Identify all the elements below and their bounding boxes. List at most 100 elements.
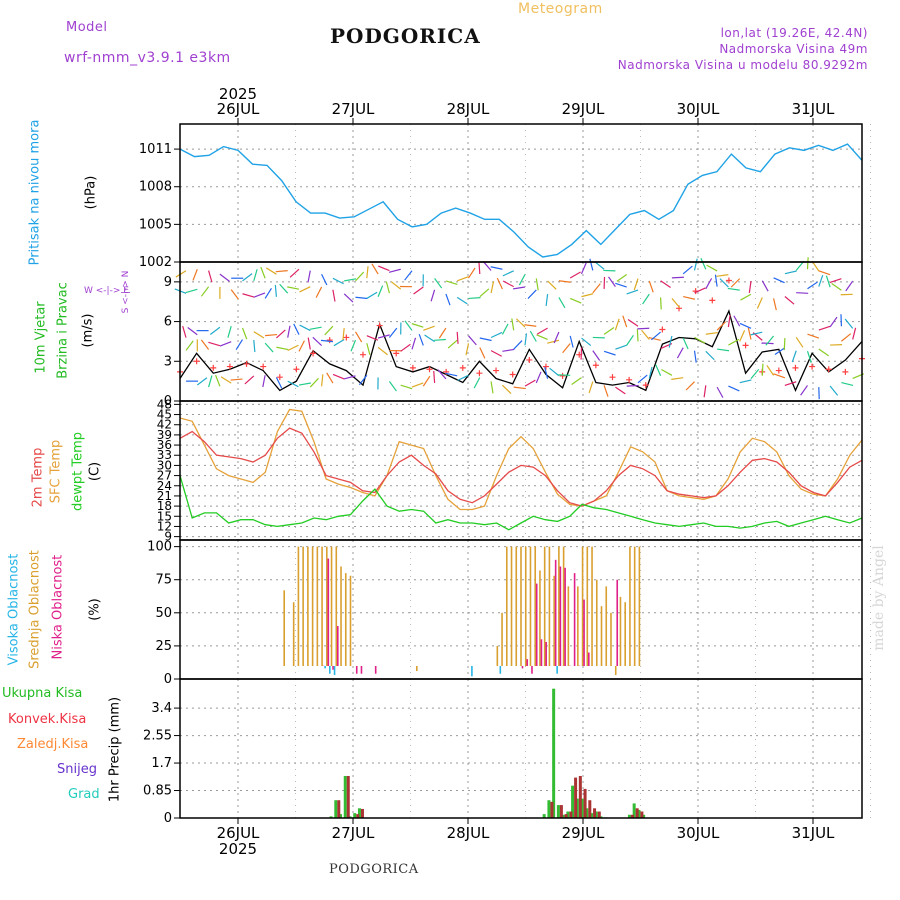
precip-bar (637, 809, 641, 818)
wind-vector (761, 363, 764, 376)
precip-bar (580, 798, 584, 818)
wind-gust-marker (842, 368, 849, 375)
wind-vector (299, 324, 311, 332)
wind-vector (388, 327, 398, 338)
top-day-label: 31JUL (792, 100, 835, 118)
bottom-day-label: 29JUL (562, 824, 605, 842)
wind-vector (208, 341, 221, 347)
wind-vector (660, 297, 662, 310)
wind-vector (355, 296, 368, 300)
wind-vector (343, 293, 354, 303)
precip-bar (593, 808, 597, 818)
wind-vector (465, 343, 470, 356)
precip-bar (556, 805, 560, 818)
precip-bar (569, 811, 573, 818)
wind-vector (433, 370, 436, 384)
wind-vector (603, 350, 616, 356)
wind-vector (694, 336, 706, 344)
y-tick-label: 33 (157, 448, 172, 462)
y-tick-label: 100 (147, 540, 172, 555)
wind-vector (773, 373, 786, 379)
wind-vector (547, 280, 557, 290)
wind-vector (705, 350, 715, 361)
wind-vector (545, 293, 549, 307)
wind-gust-marker (260, 363, 267, 370)
footer-title: PODGORICA (329, 862, 419, 877)
wind-vector (641, 329, 650, 340)
wind-vector (241, 327, 248, 340)
wind-vector (320, 339, 333, 343)
wind-vector (655, 364, 662, 376)
wind-vector (739, 330, 746, 342)
wind-vector (175, 270, 187, 278)
wind-vector (208, 270, 213, 283)
wind-vector (307, 270, 311, 283)
wind-vector (358, 374, 368, 386)
wind-vector (524, 324, 537, 327)
wind-vector (829, 385, 839, 396)
wind-compass: W <-|-> E (84, 286, 129, 296)
wind-vector (242, 293, 255, 298)
wind-vector (818, 275, 824, 287)
wind-vector (262, 375, 266, 388)
lonlat-label: lon,lat (19.26E, 42.4N) (720, 26, 868, 40)
bottom-day-label: 26JUL (217, 824, 260, 842)
page-title: PODGORICA (330, 24, 481, 48)
wind-vector (703, 385, 707, 398)
wind-gust-marker (310, 350, 317, 357)
frame-layer (179, 123, 863, 819)
wind-vector (558, 280, 571, 283)
wind-vector (719, 278, 729, 288)
wind-vector (430, 289, 436, 302)
wind-vector (784, 381, 797, 387)
wind-vector (196, 377, 208, 386)
wind-vector (694, 287, 706, 294)
wind-vector (200, 339, 210, 350)
meteogram-label: Meteogram (518, 1, 603, 17)
wind-vector (289, 268, 300, 278)
wind-vector (366, 291, 378, 299)
precip-bar (357, 808, 361, 818)
precip-bar (635, 808, 639, 818)
wind-gust-marker (559, 372, 566, 379)
wind-vector (730, 278, 741, 288)
wind-vector (535, 278, 539, 291)
wind-vector (682, 265, 693, 275)
y-tick-label: 36 (157, 438, 172, 452)
wind-vector (651, 331, 661, 341)
wind-gust-marker (493, 367, 500, 374)
wind-gust-marker (609, 374, 616, 381)
wind-gust-marker (775, 367, 782, 374)
wind-vector (536, 334, 548, 341)
wind-vector (571, 377, 582, 385)
wind-vector (253, 269, 258, 282)
wind-vector (244, 375, 255, 385)
wind-gust-marker (509, 371, 516, 378)
wind-vector (852, 327, 857, 340)
wind-vector (829, 316, 838, 328)
precip-bar (329, 816, 333, 818)
precip-bar (547, 800, 551, 818)
wind-vector (192, 269, 198, 281)
wind-gust-marker (792, 364, 799, 371)
temp-2m-line (179, 427, 863, 507)
wind-vector (490, 266, 503, 270)
wind-vector (478, 261, 481, 275)
wind-gust-marker (409, 364, 416, 371)
wind-vector (800, 385, 808, 396)
precip-bar (334, 800, 338, 818)
wind-vector (350, 339, 357, 352)
wind-vector (312, 336, 323, 346)
wind-vector (627, 319, 639, 327)
wind-vector (739, 379, 752, 384)
precip-bar (561, 814, 565, 818)
top-year-label: 2025 (219, 85, 257, 103)
precip-bar (559, 805, 563, 818)
y-tick-label: 1002 (139, 255, 172, 270)
wind-vector (293, 323, 300, 335)
wind-vector (287, 344, 299, 352)
wind-vector (717, 348, 730, 352)
wind-vector (569, 297, 582, 304)
wind-vector (626, 334, 634, 346)
wind-vector (535, 371, 542, 384)
